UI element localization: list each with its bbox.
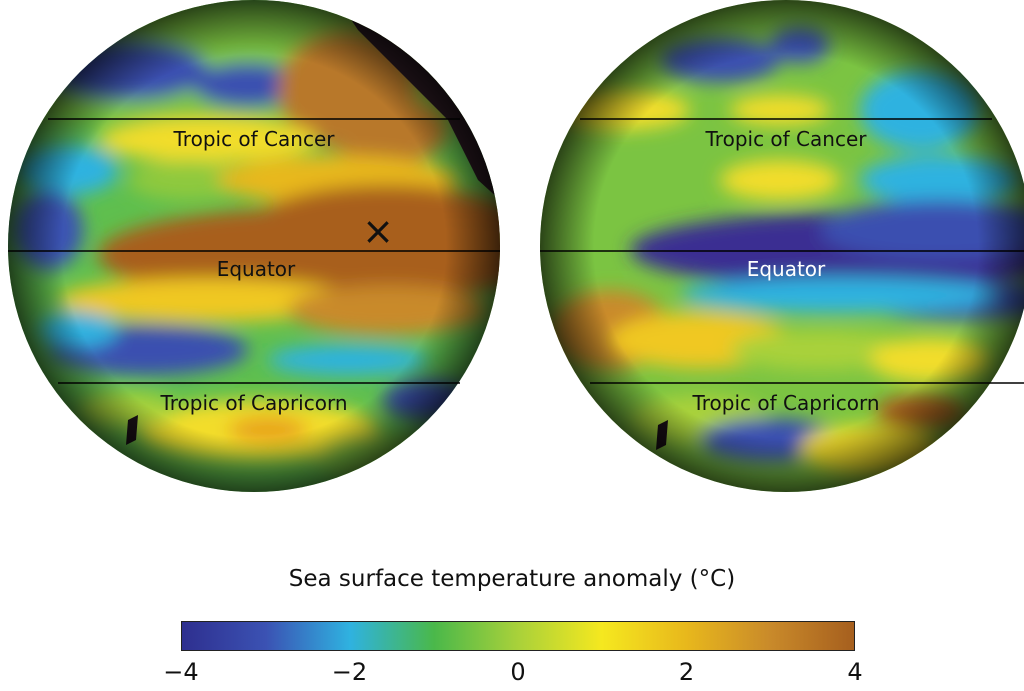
tropic-of-cancer-label: Tropic of Cancer (705, 127, 868, 151)
colorbar (181, 621, 855, 651)
colorbar-tick-label: 4 (847, 658, 863, 686)
globe-right: Tropic of Cancer Equator Tropic of Capri… (540, 0, 1024, 492)
location-marker-icon: × (362, 209, 394, 253)
map-el-nino: Tropic of Cancer Equator Tropic of Capri… (8, 0, 500, 492)
tropic-of-cancer-label: Tropic of Cancer (173, 127, 336, 151)
tropic-of-capricorn-label: Tropic of Capricorn (159, 391, 347, 415)
colorbar-tick-label: −4 (163, 658, 199, 686)
equator-label: Equator (747, 257, 826, 281)
colorbar-tick-label: 2 (678, 658, 695, 686)
globe-left: Tropic of Cancer Equator Tropic of Capri… (8, 0, 500, 492)
equator-label: Equator (217, 257, 296, 281)
colorbar-tick-label: 0 (510, 658, 526, 686)
colorbar-tick-label: −2 (331, 658, 368, 686)
colorbar-title: Sea surface temperature anomaly (°C) (288, 566, 736, 592)
map-la-nina: Tropic of Cancer Equator Tropic of Capri… (540, 0, 1024, 492)
tropic-of-capricorn-label: Tropic of Capricorn (691, 391, 879, 415)
